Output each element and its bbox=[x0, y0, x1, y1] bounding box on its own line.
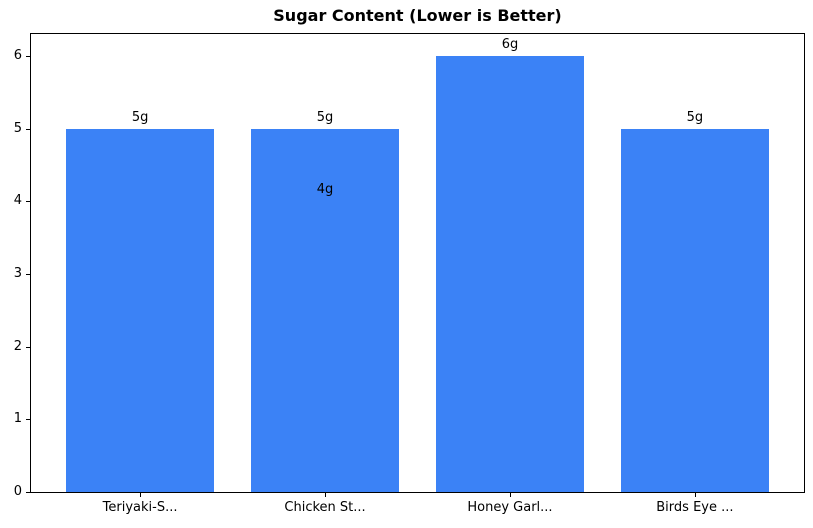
y-axis-tick-label: 5 bbox=[13, 120, 22, 136]
bar-value-label: 5g bbox=[131, 109, 149, 125]
plot-area: 5g 5g 6g 5g 4g bbox=[30, 33, 805, 493]
bar-value-label: 6g bbox=[501, 36, 519, 52]
y-axis-tick-label: 4 bbox=[13, 193, 22, 209]
bar-value-label: 5g bbox=[686, 109, 704, 125]
x-axis-tick-label: Teriyaki-S... bbox=[102, 500, 178, 515]
y-axis-tick-mark bbox=[26, 201, 30, 203]
y-axis-tick-label: 2 bbox=[13, 338, 22, 354]
y-axis-tick-label: 3 bbox=[13, 265, 22, 281]
x-axis-tick-mark bbox=[140, 493, 142, 497]
x-axis-tick-label: Chicken St... bbox=[284, 500, 366, 515]
x-axis-tick-mark bbox=[325, 493, 327, 497]
bar bbox=[435, 55, 584, 492]
x-axis-tick-mark bbox=[509, 493, 511, 497]
y-axis-tick-label: 1 bbox=[13, 411, 22, 427]
bar bbox=[66, 128, 215, 492]
y-axis-tick-mark bbox=[26, 55, 30, 57]
bar-value-label: 5g bbox=[316, 109, 334, 125]
y-axis-tick-mark bbox=[26, 128, 30, 130]
y-axis-tick-mark bbox=[26, 419, 30, 421]
y-axis-tick-label: 6 bbox=[13, 47, 22, 63]
y-axis-tick-mark bbox=[26, 492, 30, 493]
chart-title: Sugar Content (Lower is Better) bbox=[273, 6, 562, 25]
y-axis-tick-label: 0 bbox=[13, 484, 22, 499]
bar bbox=[251, 128, 399, 492]
y-axis-tick-mark bbox=[26, 346, 30, 348]
x-axis-tick-label: Honey Garl... bbox=[467, 500, 553, 515]
x-axis-tick-label: Birds Eye ... bbox=[656, 500, 734, 515]
y-axis-tick-mark bbox=[26, 273, 30, 275]
x-axis-tick-mark bbox=[694, 493, 696, 497]
bar-annotation: 4g bbox=[316, 182, 334, 198]
bar bbox=[620, 128, 769, 492]
